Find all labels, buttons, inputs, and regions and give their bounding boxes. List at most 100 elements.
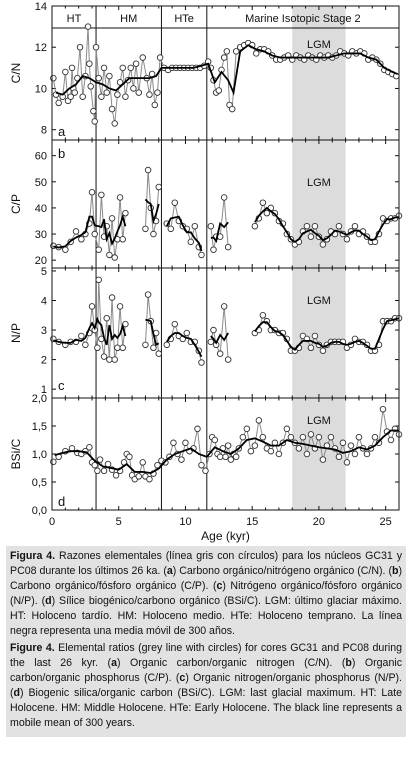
lgm-band <box>292 268 346 398</box>
x-tick-label: 5 <box>116 516 122 528</box>
data-point <box>198 461 205 469</box>
data-point <box>171 199 179 206</box>
data-point <box>67 93 74 100</box>
data-point <box>98 93 105 100</box>
data-point <box>216 453 224 461</box>
y-tick-label: 8 <box>41 125 47 137</box>
period-label: HM <box>120 13 137 25</box>
caption-en-text: ) Organic carbon/organic phosphorus (C/P… <box>10 657 402 684</box>
data-point <box>119 344 126 352</box>
data-point <box>139 459 147 466</box>
data-point <box>86 444 93 451</box>
y-tick-label: 0,0 <box>32 505 47 517</box>
caption-en-label: Figure 4. <box>10 642 55 654</box>
data-point <box>275 450 283 458</box>
data-point <box>371 433 379 441</box>
data-point <box>207 338 215 346</box>
data-point <box>295 445 303 452</box>
data-point <box>100 64 108 72</box>
data-point <box>216 350 224 357</box>
data-point <box>347 442 355 449</box>
data-point <box>96 456 104 463</box>
data-point <box>379 405 387 413</box>
data-point <box>223 48 231 55</box>
x-axis-label: Age (kyr) <box>201 529 250 543</box>
data-point <box>130 85 137 92</box>
data-point <box>335 453 343 461</box>
data-point <box>150 230 157 238</box>
x-tick-label: 10 <box>179 516 191 528</box>
data-point <box>259 199 267 206</box>
caption-es-a: a <box>166 565 173 577</box>
data-point <box>259 312 267 319</box>
moving-mean-line <box>55 44 398 96</box>
data-point <box>315 433 323 441</box>
data-point <box>106 356 113 363</box>
caption-en-d: d <box>13 687 21 699</box>
data-point <box>263 209 271 217</box>
moving-mean-line <box>210 332 229 345</box>
data-point <box>116 303 124 310</box>
data-point <box>50 74 57 82</box>
data-point <box>327 433 335 441</box>
data-point <box>142 225 149 233</box>
data-point <box>119 64 126 72</box>
data-point <box>363 450 371 458</box>
data-point <box>91 461 98 469</box>
panel-letter: d <box>58 494 65 509</box>
data-point <box>202 467 209 475</box>
panel-a: LGM HT HM HTe Marine Isotopic Stage 2 8 10 12 14… <box>9 1 400 141</box>
data-point <box>156 54 164 61</box>
panel-d: LGM 0,0 0,5 1,0 1,5 2,0 BSi/C d0 5 10 15 20 25 Age (k… <box>9 393 403 543</box>
data-point <box>307 431 315 438</box>
y-tick-label: 12 <box>35 42 47 54</box>
data-point <box>78 332 85 340</box>
data-point <box>108 294 116 301</box>
data-point <box>198 359 205 366</box>
data-point <box>220 54 228 61</box>
data-point <box>311 332 319 340</box>
data-point <box>387 436 395 444</box>
data-point <box>267 447 275 455</box>
moving-mean-line <box>254 206 400 243</box>
x-tick-label: 0 <box>49 516 55 528</box>
caption-es-text: ) Nitrógeno orgánico/fósforo orgánico (N… <box>10 580 402 607</box>
x-tick-label: 20 <box>313 516 325 528</box>
caption-spanish: Figura 4. Razones elementales (línea gri… <box>10 549 402 639</box>
data-point <box>220 303 228 310</box>
data-point <box>122 209 129 217</box>
data-point <box>319 456 327 463</box>
data-point <box>95 74 102 82</box>
data-point <box>112 472 120 479</box>
panel-letter: a <box>58 124 66 139</box>
data-point <box>104 460 112 468</box>
data-point <box>210 246 217 253</box>
data-point <box>319 347 327 354</box>
y-tick-label: 2 <box>41 355 47 367</box>
data-point <box>146 91 153 98</box>
data-point <box>108 215 116 222</box>
data-point <box>94 467 101 475</box>
data-point <box>91 230 98 238</box>
data-point <box>351 450 359 458</box>
panel-frame <box>51 397 400 511</box>
moving-mean-line <box>54 429 399 474</box>
y-tick-label: 2,0 <box>32 393 47 405</box>
series-line <box>144 294 160 354</box>
data-point <box>287 433 295 441</box>
data-point <box>224 243 232 251</box>
data-point <box>68 64 76 72</box>
y-tick-label: 1,0 <box>32 449 47 461</box>
data-point <box>224 442 232 449</box>
data-point <box>62 246 69 253</box>
data-point <box>86 60 93 67</box>
data-point <box>135 89 142 96</box>
y-tick-label: 14 <box>35 1 47 13</box>
panel-letter: c <box>58 378 65 393</box>
data-point <box>210 326 217 334</box>
period-label: Marine Isotopic Stage 2 <box>245 13 361 25</box>
data-point <box>182 439 189 447</box>
data-point <box>283 425 291 433</box>
